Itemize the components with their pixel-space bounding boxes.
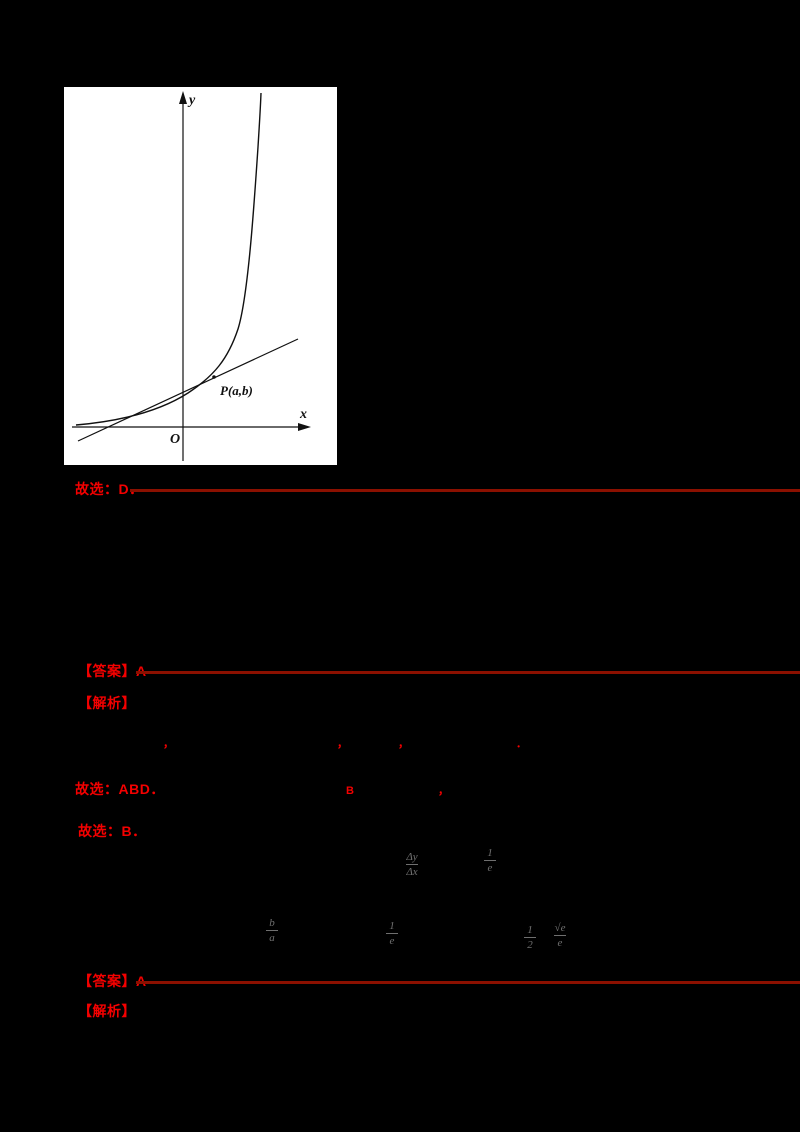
answer-text-1: 故选：D． xyxy=(75,481,144,497)
x-axis-label: x xyxy=(299,407,307,422)
fraction-denominator: e xyxy=(487,862,493,875)
fraction-numerator: √e xyxy=(554,922,566,934)
fraction-numerator: 1 xyxy=(389,920,395,932)
point-p-dot xyxy=(212,375,216,379)
fraction-denominator: e xyxy=(557,937,563,950)
answer-text-3: 故选：ABD． xyxy=(75,781,165,797)
answer-text-2: 【答案】A xyxy=(78,663,147,679)
fraction-bar xyxy=(554,935,566,937)
faint-fraction-1: Δy Δx xyxy=(406,851,418,878)
origin-label: O xyxy=(170,432,180,447)
tangent-line xyxy=(77,338,299,442)
point-p-label: P(a,b) xyxy=(220,383,253,398)
fraction-bar xyxy=(266,930,278,932)
section-divider-rule-3 xyxy=(136,981,800,984)
fraction-bar xyxy=(524,937,536,939)
fraction-denominator: Δx xyxy=(406,866,418,879)
function-graph: y x O P(a,b) xyxy=(72,91,311,461)
exponential-curve xyxy=(75,92,262,426)
y-axis-label: y xyxy=(187,93,196,108)
fraction-denominator: 2 xyxy=(527,939,533,952)
formula-highlight: ， xyxy=(438,785,449,797)
analysis-label-2: 【解析】 xyxy=(78,1003,136,1019)
fraction-numerator: b xyxy=(269,917,275,929)
formula-highlight: B xyxy=(346,785,354,797)
faint-fraction-6: √e e xyxy=(554,922,566,949)
y-axis-arrow xyxy=(179,91,187,104)
faint-fraction-3: b a xyxy=(266,917,278,944)
answer-text-4: 故选：B． xyxy=(78,823,147,839)
fraction-numerator: 1 xyxy=(527,924,533,936)
fraction-bar xyxy=(386,933,398,935)
section-divider-rule-1 xyxy=(130,489,800,492)
answer-text-5: 【答案】A xyxy=(78,973,147,989)
fraction-numerator: Δy xyxy=(406,851,418,863)
formula-highlight: ， xyxy=(398,738,409,750)
faint-fraction-4: 1 e xyxy=(386,920,398,947)
fraction-bar xyxy=(406,864,418,866)
faint-fraction-2: 1 e xyxy=(484,847,496,874)
formula-highlight: ． xyxy=(516,738,527,750)
analysis-label-1: 【解析】 xyxy=(78,695,136,711)
fraction-denominator: a xyxy=(269,932,275,945)
formula-highlight: ， xyxy=(163,738,174,750)
section-divider-rule-2 xyxy=(136,671,800,674)
fraction-bar xyxy=(484,860,496,862)
fraction-numerator: 1 xyxy=(487,847,493,859)
faint-fraction-5: 1 2 xyxy=(524,924,536,951)
formula-highlight: ， xyxy=(337,738,348,750)
fraction-denominator: e xyxy=(389,935,395,948)
function-graph-figure: y x O P(a,b) xyxy=(64,87,337,465)
x-axis-arrow xyxy=(298,423,311,431)
